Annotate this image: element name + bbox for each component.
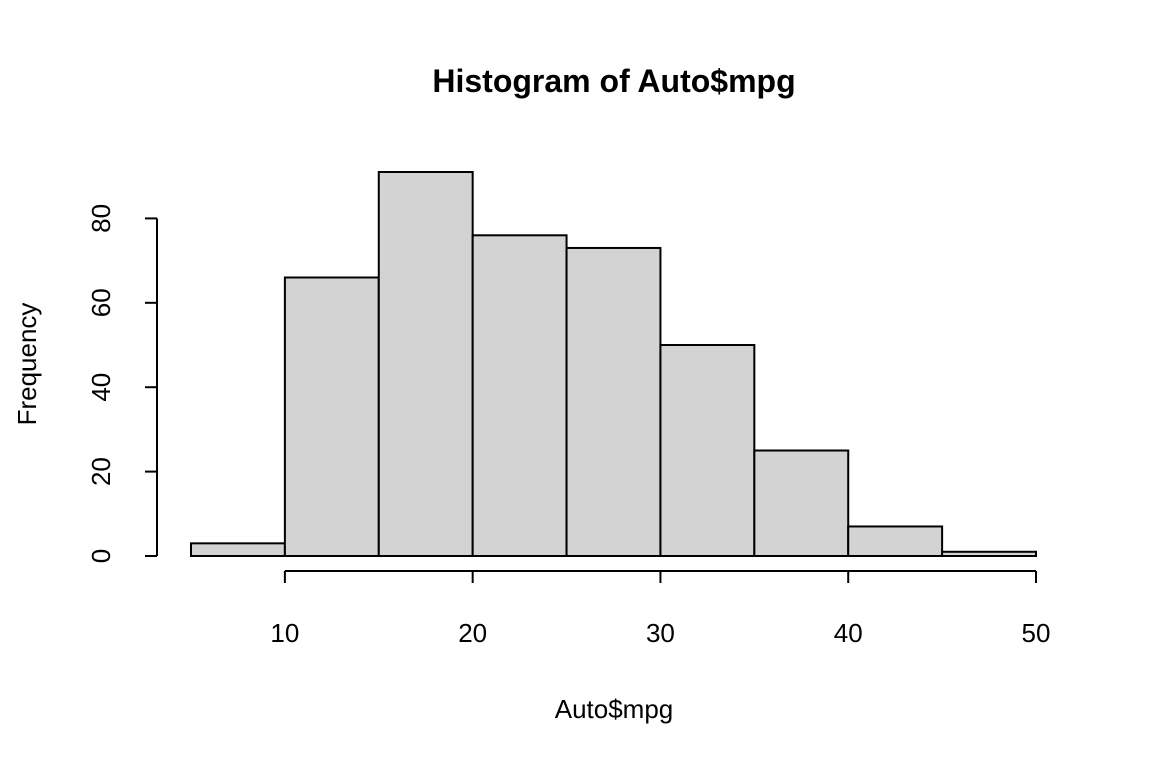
y-axis-label: Frequency (12, 303, 42, 426)
y-axis: 0 20 40 60 80 (86, 204, 158, 563)
histogram-bar-1 (283, 276, 380, 557)
histogram-bar-4 (565, 246, 662, 557)
y-tick-label-80: 80 (86, 204, 116, 233)
y-tick-label-40: 40 (86, 373, 116, 402)
histogram-bar-3 (471, 234, 568, 558)
x-axis-label: Auto$mpg (555, 694, 674, 724)
x-axis: 10 20 30 40 50 (270, 570, 1051, 648)
y-tick-label-20: 20 (86, 457, 116, 486)
x-tick-label-40: 40 (834, 618, 863, 648)
x-tick-label-20: 20 (458, 618, 487, 648)
bars-group (190, 171, 1037, 558)
histogram-bar-6 (753, 449, 850, 557)
chart-title: Histogram of Auto$mpg (432, 63, 795, 99)
histogram-bar-0 (190, 542, 286, 557)
histogram-bar-2 (377, 171, 474, 557)
histogram-bar-5 (659, 344, 756, 557)
y-tick-label-60: 60 (86, 288, 116, 317)
y-tick-label-0: 0 (86, 549, 116, 563)
x-tick-label-10: 10 (270, 618, 299, 648)
histogram-bar-8 (941, 550, 1037, 557)
x-tick-label-50: 50 (1022, 618, 1051, 648)
histogram-bar-7 (847, 525, 944, 558)
x-tick-label-30: 30 (646, 618, 675, 648)
